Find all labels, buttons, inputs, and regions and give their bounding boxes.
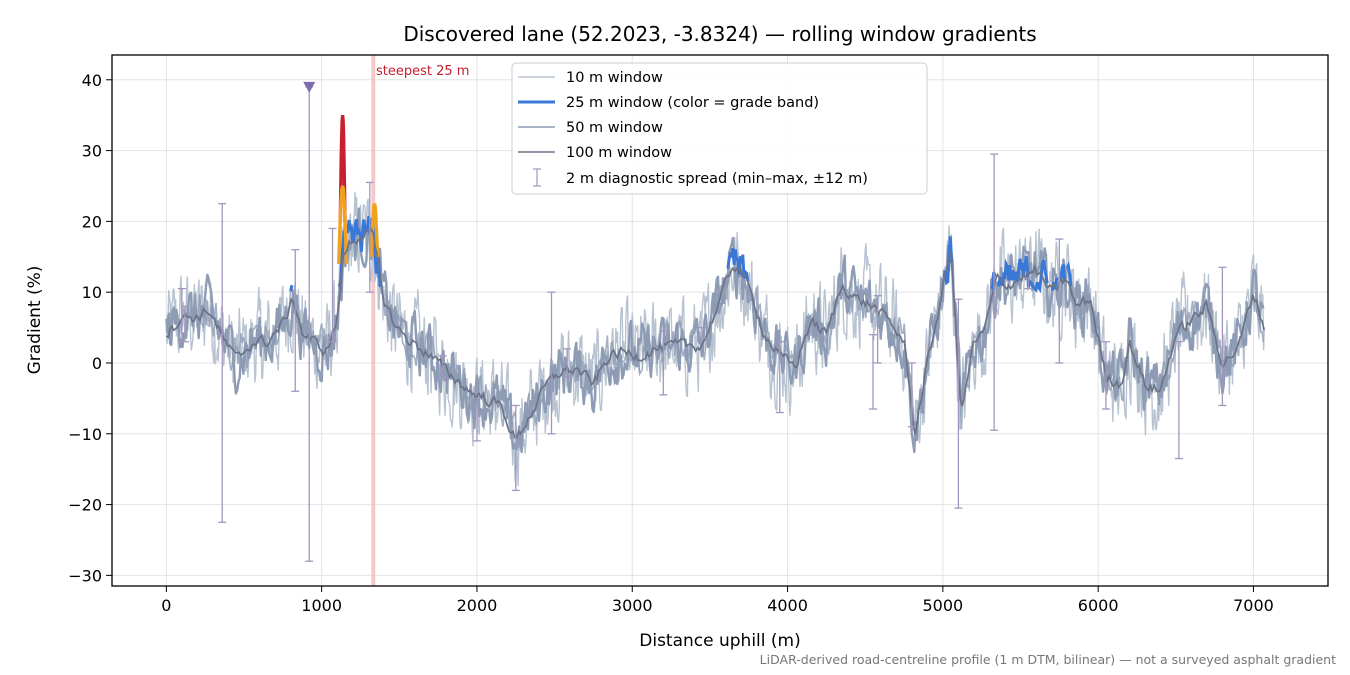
- legend-label-100m: 100 m window: [566, 145, 672, 161]
- spread-bar: [438, 355, 447, 378]
- series-25m-grade-band: [1065, 260, 1073, 287]
- series-100m-window: [165, 227, 1265, 439]
- series-25m-grade-band: [726, 247, 750, 282]
- y-tick-label: −20: [68, 496, 102, 515]
- spread-bar: [180, 305, 189, 343]
- marker-layer: [303, 81, 316, 93]
- steepest-annotation: steepest 25 m: [376, 64, 469, 79]
- spread-layer: [177, 86, 1227, 562]
- y-axis: −30 −20 −10 0 10 20 30 40: [68, 71, 112, 585]
- spread-bar: [365, 181, 374, 293]
- x-tick-label: 0: [161, 596, 171, 615]
- spread-bar: [990, 153, 999, 431]
- spread-bar: [547, 291, 556, 435]
- spread-bar: [563, 348, 572, 378]
- x-tick-label: 6000: [1078, 596, 1119, 615]
- y-tick-label: 10: [82, 283, 102, 302]
- spread-bar: [698, 326, 707, 339]
- spread-bar: [511, 404, 520, 492]
- series-25m-mid-band: [337, 185, 349, 264]
- plot-frame: [111, 54, 1329, 587]
- footnote: LiDAR-derived road-centreline profile (1…: [760, 652, 1336, 667]
- x-tick-label: 4000: [767, 596, 808, 615]
- x-tick-label: 7000: [1233, 596, 1274, 615]
- series-25m-grade-band: [996, 255, 1049, 294]
- spread-bar: [1174, 341, 1183, 460]
- series-25m-high-band: [338, 115, 347, 222]
- highlight-layer: [371, 55, 376, 586]
- legend-swatch-spread: [533, 168, 541, 187]
- spread-bar: [218, 203, 227, 523]
- spread-bar: [328, 227, 337, 343]
- spread-bar: [472, 397, 481, 442]
- x-tick-label: 5000: [922, 596, 963, 615]
- spread-bar: [659, 330, 668, 396]
- spread-bar: [1101, 341, 1110, 410]
- y-tick-label: −10: [68, 425, 102, 444]
- legend-label-50m: 50 m window: [566, 120, 663, 136]
- y-tick-label: 40: [82, 71, 102, 90]
- spread-bar: [775, 341, 784, 414]
- spread-bar: [907, 362, 916, 428]
- x-axis-label: Distance uphill (m): [639, 631, 800, 651]
- y-tick-label: −30: [68, 566, 102, 585]
- y-tick-label: 0: [92, 354, 102, 373]
- y-axis-label: Gradient (%): [25, 266, 45, 375]
- series-25m-grade-band: [289, 285, 294, 292]
- spread-bar: [1055, 238, 1064, 364]
- legend-label-10m: 10 m window: [566, 70, 663, 86]
- spread-bar: [1024, 277, 1033, 290]
- y-tick-label: 30: [82, 142, 102, 161]
- data-layer: [165, 115, 1265, 487]
- spread-bar: [291, 249, 300, 392]
- series-25m-grade-band: [1059, 264, 1067, 283]
- legend-label-spread: 2 m diagnostic spread (min–max, ±12 m): [566, 171, 868, 187]
- legend: 10 m window 25 m window (color = grade b…: [511, 62, 928, 195]
- y-tick-label: 20: [82, 212, 102, 231]
- spread-bar: [1218, 266, 1227, 407]
- max-marker: [303, 81, 316, 93]
- x-tick-label: 1000: [301, 596, 342, 615]
- chart-title: Discovered lane (52.2023, -3.8324) — rol…: [403, 22, 1036, 46]
- steepest-band: [371, 55, 376, 586]
- x-axis: 0 1000 2000 3000 4000 5000 6000 7000: [161, 586, 1274, 615]
- spread-bar: [954, 298, 963, 509]
- spread-bar: [873, 295, 882, 364]
- legend-box: [511, 62, 928, 195]
- x-tick-label: 2000: [457, 596, 498, 615]
- legend-label-25m: 25 m window (color = grade band): [566, 95, 819, 111]
- spread-bar: [868, 334, 877, 410]
- x-tick-label: 3000: [612, 596, 653, 615]
